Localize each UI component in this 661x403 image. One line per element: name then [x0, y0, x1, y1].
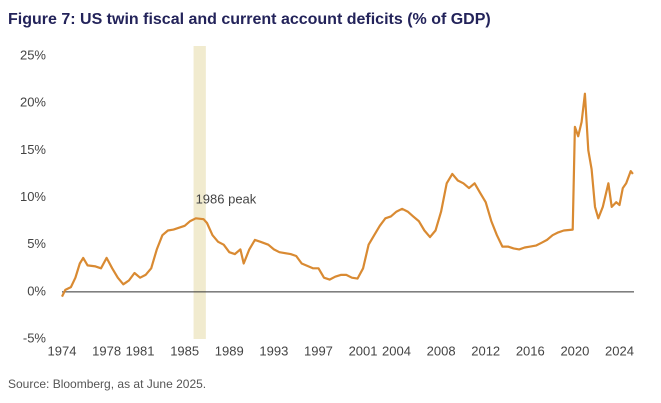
source-note: Source: Bloomberg, as at June 2025.: [8, 377, 206, 391]
x-tick-label: 1993: [259, 343, 288, 358]
annotation: 1986 peak: [196, 191, 257, 206]
y-tick-label: 0%: [27, 283, 46, 298]
highlight-band: [193, 46, 206, 339]
x-tick-label: 1981: [126, 343, 155, 358]
x-tick-label: 1997: [304, 343, 333, 358]
x-tick-label: 1974: [48, 343, 77, 358]
x-tick-label: 1978: [92, 343, 121, 358]
chart-title: Figure 7: US twin fiscal and current acc…: [8, 11, 491, 28]
x-tick-label: 2004: [382, 343, 411, 358]
x-tick-label: 2012: [471, 343, 500, 358]
x-tick-label: 1985: [170, 343, 199, 358]
y-tick-label: 20%: [20, 95, 46, 110]
x-tick-label: 2001: [349, 343, 378, 358]
y-tick-label: 10%: [20, 189, 46, 204]
y-tick-label: 5%: [27, 236, 46, 251]
x-tick-label: 2020: [560, 343, 589, 358]
x-tick-label: 2008: [427, 343, 456, 358]
y-tick-label: -5%: [23, 330, 47, 345]
y-tick-label: 25%: [20, 47, 46, 62]
y-tick-label: 15%: [20, 142, 46, 157]
x-tick-label: 2024: [605, 343, 634, 358]
x-tick-label: 1989: [215, 343, 244, 358]
data-line: [61, 92, 634, 298]
x-tick-label: 2016: [516, 343, 545, 358]
